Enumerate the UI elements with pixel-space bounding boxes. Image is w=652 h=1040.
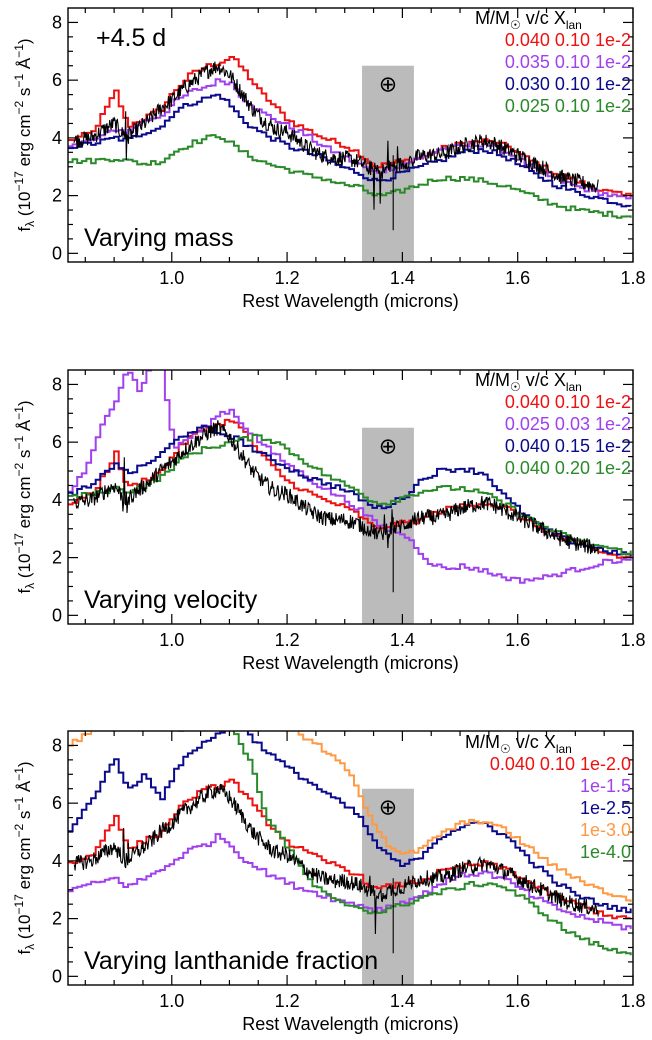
y-tick-label: 4 — [52, 490, 62, 510]
observed-spectrum — [73, 420, 599, 593]
y-tick-label: 6 — [52, 432, 62, 452]
x-tick-label: 1.2 — [275, 268, 300, 288]
legend-entry: 0.035 0.10 1e-2 — [505, 52, 631, 72]
x-axis-label: Rest Wavelength (microns) — [242, 653, 458, 673]
panel-1: ⊕ 1.0 1.2 1.4 1.6 1.8 0 2 4 6 8 Rest Wavelength (mi… — [12, 7, 646, 311]
panel-label: Varying velocity — [84, 586, 258, 614]
legend-entry: 0.040 0.10 1e-2 — [505, 392, 631, 412]
x-tick-label: 1.4 — [390, 991, 415, 1011]
y-tick-label: 4 — [52, 128, 62, 148]
y-tick-label: 0 — [52, 605, 62, 625]
legend-header: M/M☉ v/c Xlan — [475, 8, 582, 32]
earth-symbol: ⊕ — [379, 434, 397, 459]
legend-entry: 1e-4.0 — [580, 842, 631, 862]
model-series-4 — [68, 134, 632, 219]
y-tick-label: 2 — [52, 548, 62, 568]
plot-frame — [67, 369, 634, 625]
legend-header: M/M☉ v/c Xlan — [475, 370, 582, 394]
model-series-1 — [68, 56, 632, 197]
x-tick-label: 1.8 — [620, 268, 645, 288]
observed-spectrum — [73, 61, 599, 231]
epoch-label: +4.5 d — [96, 24, 166, 52]
legend-entry: 0.025 0.03 1e-2 — [505, 414, 631, 434]
x-tick-label: 1.0 — [159, 268, 184, 288]
x-tick-label: 1.2 — [275, 630, 300, 650]
legend-entry: 0.040 0.10 1e-2 — [505, 30, 631, 50]
model-series-2 — [68, 370, 632, 584]
observed-spectrum — [73, 783, 599, 954]
model-series-4 — [68, 433, 632, 556]
y-tick-label: 6 — [52, 793, 62, 813]
earth-symbol: ⊕ — [379, 795, 397, 820]
x-tick-label: 1.4 — [390, 268, 415, 288]
legend-entry: 1e-2.5 — [580, 798, 631, 818]
model-series-3 — [68, 93, 632, 208]
legend-entry: 0.030 0.10 1e-2 — [505, 74, 631, 94]
y-axis-label: fλ (10−17 erg cm−2 s−1 Å−1) — [12, 761, 37, 954]
y-tick-label: 4 — [52, 851, 62, 871]
y-axis-label: fλ (10−17 erg cm−2 s−1 Å−1) — [12, 38, 37, 231]
x-axis-label: Rest Wavelength (microns) — [242, 1014, 458, 1034]
y-tick-label: 8 — [52, 374, 62, 394]
x-tick-label: 1.8 — [620, 630, 645, 650]
y-axis-label: fλ (10−17 erg cm−2 s−1 Å−1) — [12, 400, 37, 593]
model-series-2 — [68, 833, 632, 931]
y-tick-label: 0 — [52, 243, 62, 263]
plot-frame — [67, 730, 634, 986]
legend-entry: 1e-3.0 — [580, 820, 631, 840]
earth-symbol: ⊕ — [379, 72, 397, 97]
x-tick-label: 1.0 — [159, 991, 184, 1011]
panel-label: Varying lanthanide fraction — [84, 947, 378, 975]
y-tick-label: 8 — [52, 735, 62, 755]
panel-label: Varying mass — [84, 224, 234, 252]
model-series-3 — [68, 731, 632, 914]
x-axis-label: Rest Wavelength (microns) — [242, 291, 458, 311]
x-tick-label: 1.6 — [505, 630, 530, 650]
x-tick-label: 1.6 — [505, 991, 530, 1011]
legend-entry: 0.025 0.10 1e-2 — [505, 96, 631, 116]
legend-entry: 0.040 0.10 1e-2.0 — [490, 754, 631, 774]
x-tick-label: 1.2 — [275, 991, 300, 1011]
x-tick-label: 1.0 — [159, 630, 184, 650]
y-tick-label: 2 — [52, 909, 62, 929]
legend-entry: 1e-1.5 — [580, 776, 631, 796]
legend-entry: 0.040 0.15 1e-2 — [505, 436, 631, 456]
y-tick-label: 2 — [52, 186, 62, 206]
legend-entry: 0.040 0.20 1e-2 — [505, 458, 631, 478]
y-tick-label: 0 — [52, 966, 62, 986]
model-series-1 — [68, 778, 632, 920]
y-tick-label: 8 — [52, 12, 62, 32]
x-tick-label: 1.6 — [505, 268, 530, 288]
panel-3: ⊕ 1.0 1.2 1.4 1.6 1.8 0 2 4 6 8 Rest Wavelength (mi… — [12, 730, 646, 1034]
legend-header: M/M☉ v/c Xlan — [465, 732, 572, 756]
model-series-5 — [71, 731, 632, 956]
plot-frame — [67, 7, 634, 263]
x-tick-label: 1.8 — [620, 991, 645, 1011]
x-tick-label: 1.4 — [390, 630, 415, 650]
panel-2: ⊕ 1.0 1.2 1.4 1.6 1.8 0 2 4 6 8 Rest Wavelength (mi… — [12, 369, 646, 673]
model-series-4 — [68, 731, 632, 903]
y-tick-label: 6 — [52, 70, 62, 90]
